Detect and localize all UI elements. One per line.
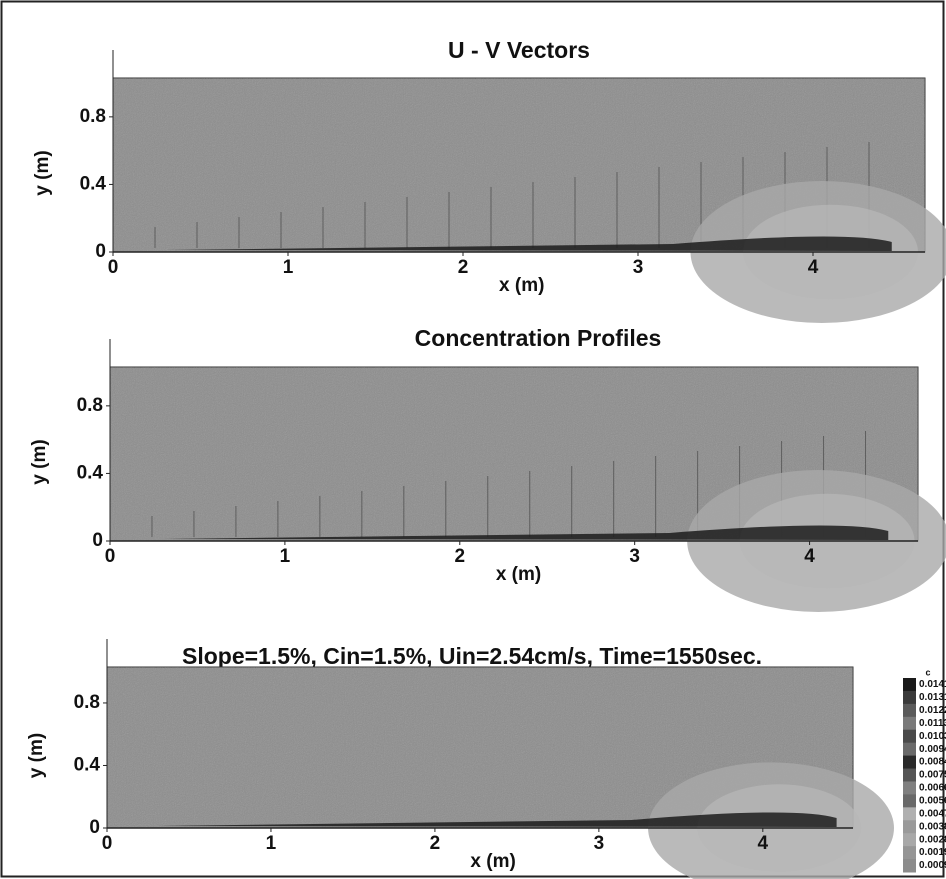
x-tick-label: 2 [454,546,465,567]
y-tick-label: 0.4 [77,462,104,483]
colorbar-label: 0.0056 [919,796,946,807]
x-axis-label: x (m) [496,564,541,585]
colorbar-label: 0.0131 [919,692,946,703]
y-axis-label: y (m) [32,150,53,195]
colorbar-title: c [925,667,930,677]
x-tick-label: 2 [458,257,469,278]
panel-title: Slope=1.5%, Cin=1.5%, Uin=2.54cm/s, Time… [182,643,762,669]
current-body [156,812,837,827]
colorbar-swatch [903,742,916,757]
current-body [165,236,892,251]
y-tick-label: 0.4 [80,173,107,194]
colorbar-swatch [903,807,916,821]
y-tick-label: 0.4 [74,754,101,775]
colorbar-swatch [903,794,916,808]
colorbar-label: 0.0084 [919,757,946,768]
x-tick-label: 1 [280,546,291,567]
y-tick-label: 0 [95,241,106,262]
colorbar-label: 0.0047 [919,808,946,819]
x-tick-label: 3 [594,833,605,854]
colorbar-swatch [903,690,916,705]
colorbar-label: 0.0103 [919,731,946,742]
y-tick-label: 0.8 [80,106,106,127]
colorbar-swatch [903,678,916,692]
colorbar-swatch [903,729,916,744]
y-tick-label: 0 [92,530,103,551]
current-body [162,525,889,540]
x-axis-label: x (m) [470,851,515,872]
x-tick-label: 1 [266,833,277,854]
colorbar-label: 0.0075 [919,770,946,781]
x-tick-label: 0 [102,833,113,854]
colorbar-swatch [903,703,916,718]
y-tick-label: 0 [89,817,100,838]
x-tick-label: 0 [108,257,119,278]
colorbar-swatch [903,768,916,782]
colorbar-swatch [903,859,916,873]
colorbar-swatch [903,716,916,731]
colorbar-label: 0.0113 [919,718,946,729]
colorbar-swatch [903,755,916,770]
panel-title: U - V Vectors [448,37,590,63]
colorbar-swatch [903,820,916,834]
x-tick-label: 4 [758,833,769,854]
colorbar-label: 0.0141 [919,679,946,690]
y-axis-label: y (m) [26,733,47,778]
colorbar-label: 0.0009 [919,860,946,871]
colorbar-label: 0.0028 [919,834,946,845]
colorbar-label: 0.0019 [919,847,946,858]
panel-title: Concentration Profiles [415,325,662,351]
colorbar-label: 0.0122 [919,705,946,716]
x-tick-label: 4 [804,546,815,567]
x-axis-label: x (m) [499,275,544,296]
x-tick-label: 2 [430,833,441,854]
colorbar-swatch [903,833,916,847]
x-tick-label: 3 [633,257,644,278]
x-tick-label: 0 [105,546,116,567]
colorbar-swatch [903,781,916,795]
colorbar-label: 0.0094 [919,744,946,755]
y-tick-label: 0.8 [77,395,103,416]
x-tick-label: 4 [808,257,819,278]
y-axis-label: y (m) [29,439,50,484]
x-tick-label: 1 [283,257,294,278]
x-tick-label: 3 [629,546,640,567]
colorbar-swatch [903,846,916,860]
y-tick-label: 0.8 [74,692,100,713]
colorbar-label: 0.0066 [919,783,946,794]
colorbar-label: 0.0038 [919,821,946,832]
